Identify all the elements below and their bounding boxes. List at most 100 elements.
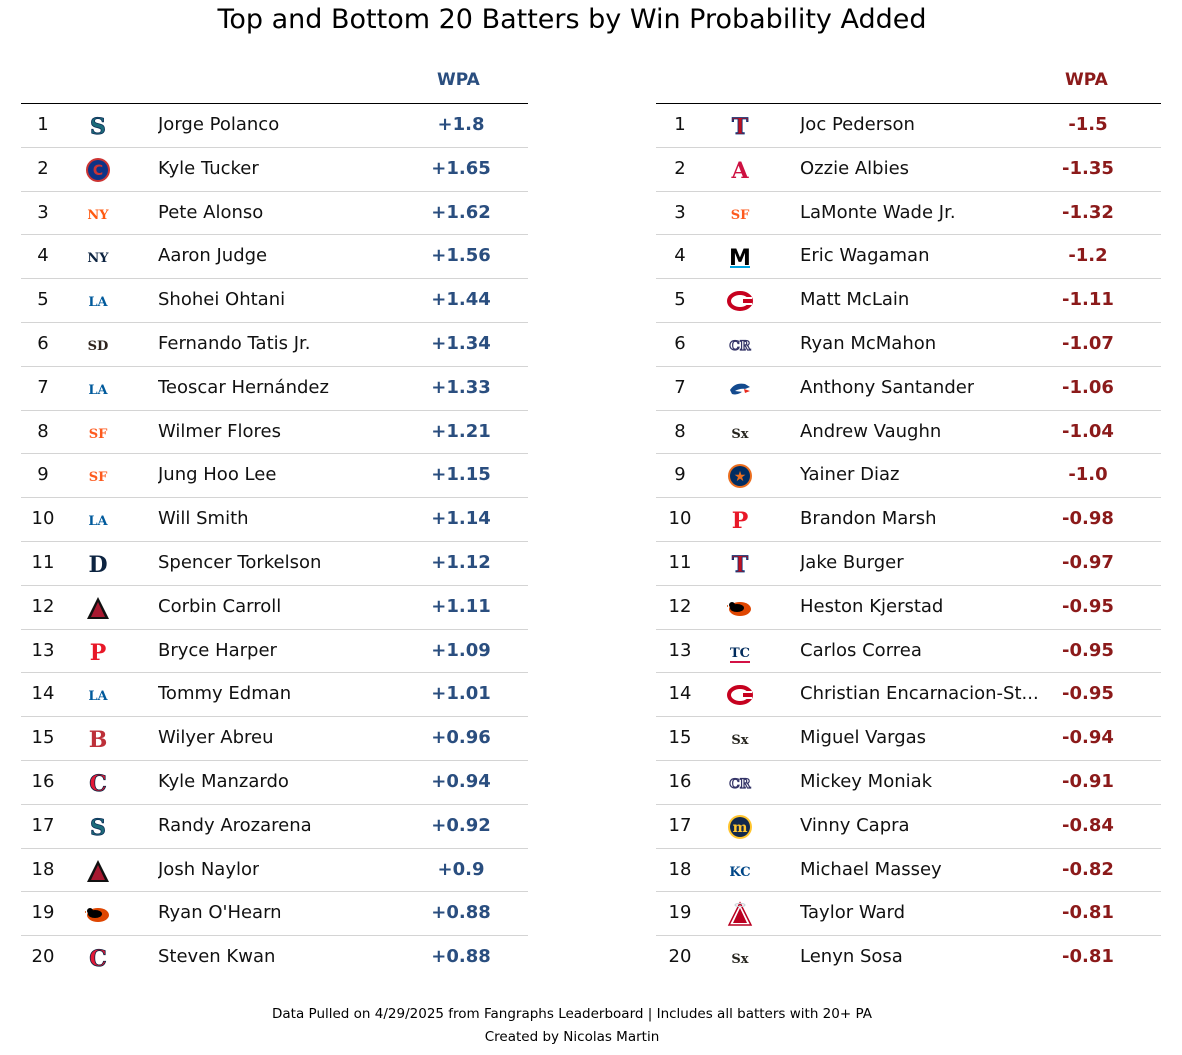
- player-name: Spencer Torkelson: [158, 551, 322, 573]
- team-logo-min-icon: TC: [730, 646, 750, 663]
- team-logo-ari-icon: [87, 859, 109, 882]
- rank-label: 5: [37, 289, 49, 311]
- svg-text:LA: LA: [88, 295, 108, 310]
- top-table-row: 1 S Jorge Polanco +1.8: [21, 104, 528, 148]
- top-table-row: 20 C Steven Kwan +0.88: [21, 936, 528, 979]
- top-table-row: 17 S Randy Arozarena +0.92: [21, 805, 528, 849]
- team-logo-mia-icon: M: [729, 246, 751, 270]
- wpa-value: +0.94: [431, 770, 491, 792]
- rank-label: 17: [31, 814, 55, 836]
- team-logo: LA: [85, 376, 111, 402]
- bottom-batters-table: WPA 1 T Joc Pederson -1.5 2 A Ozzie Albies -1.3…: [656, 60, 1161, 979]
- team-logo: TC: [727, 639, 753, 665]
- player-name: Anthony Santander: [800, 376, 975, 398]
- team-logo: LA: [85, 682, 111, 708]
- top-table-row: 5 LA Shohei Ohtani +1.44: [21, 279, 528, 323]
- team-logo: A: [727, 157, 753, 183]
- team-logo-tex-icon: T: [731, 114, 749, 139]
- bottom-table-header: WPA: [656, 60, 1161, 104]
- team-logo-sf-icon: SF: [89, 470, 108, 485]
- svg-text:CR: CR: [729, 777, 750, 792]
- team-logo-det-icon: D: [88, 552, 107, 577]
- rank-label: 19: [31, 902, 55, 924]
- bottom-table-row: 3 SF LaMonte Wade Jr. -1.32: [656, 192, 1161, 236]
- rank-label: 7: [674, 376, 686, 398]
- rank-label: 16: [31, 770, 55, 792]
- svg-text:NY: NY: [87, 251, 109, 266]
- team-logo: SF: [85, 463, 111, 489]
- player-name: Corbin Carroll: [158, 595, 282, 617]
- wpa-value: -0.91: [1062, 770, 1114, 792]
- team-logo-nyy-icon: NY: [87, 251, 109, 266]
- team-logo: P: [727, 507, 753, 533]
- top-table-row: 6 SD Fernando Tatis Jr. +1.34: [21, 323, 528, 367]
- bottom-table-row: 1 T Joc Pederson -1.5: [656, 104, 1161, 148]
- player-name: Wilmer Flores: [158, 420, 281, 442]
- team-logo-kc-icon: KC: [729, 865, 750, 880]
- rank-label: 17: [668, 814, 692, 836]
- rank-label: 20: [668, 946, 692, 968]
- rank-label: 15: [31, 727, 55, 749]
- player-name: Matt McLain: [800, 289, 910, 311]
- wpa-value: -1.04: [1062, 420, 1114, 442]
- player-name: Will Smith: [158, 508, 249, 530]
- team-logo: [85, 595, 111, 621]
- team-logo: C: [85, 770, 111, 796]
- rank-label: 15: [668, 727, 692, 749]
- svg-text:Sx: Sx: [731, 427, 748, 442]
- rank-label: 3: [37, 201, 49, 223]
- team-logo: P: [85, 639, 111, 665]
- top-table-row: 10 LA Will Smith +1.14: [21, 498, 528, 542]
- team-logo-cws-icon: Sx: [731, 427, 748, 442]
- player-name: Jorge Polanco: [158, 114, 280, 135]
- team-logo: LA: [85, 288, 111, 314]
- bottom-table-row: 7 Anthony Santander -1.06: [656, 367, 1161, 411]
- wpa-value: -0.81: [1062, 902, 1114, 924]
- svg-text:LA: LA: [88, 689, 108, 704]
- rank-label: 6: [674, 332, 686, 354]
- footer-source-note: Data Pulled on 4/29/2025 from Fangraphs …: [272, 1006, 872, 1022]
- wpa-value: -1.35: [1062, 157, 1114, 179]
- bottom-table-row: 5 Matt McLain -1.11: [656, 279, 1161, 323]
- team-logo-mil-icon: m: [728, 814, 752, 839]
- player-name: Joc Pederson: [800, 114, 915, 135]
- wpa-value: +1.14: [431, 508, 491, 530]
- svg-text:LA: LA: [88, 514, 108, 529]
- bottom-wpa-column-header: WPA: [1065, 70, 1108, 90]
- svg-text:Sx: Sx: [731, 952, 748, 967]
- top-table-row: 7 LA Teoscar Hernández +1.33: [21, 367, 528, 411]
- team-logo: B: [85, 726, 111, 752]
- player-name: Miguel Vargas: [800, 727, 927, 749]
- team-logo: LA: [85, 507, 111, 533]
- wpa-value: -1.0: [1068, 464, 1108, 486]
- player-name: Carlos Correa: [800, 639, 922, 661]
- wpa-value: -0.81: [1062, 946, 1114, 968]
- bottom-table-row: 4 M Eric Wagaman -1.2: [656, 235, 1161, 280]
- rank-label: 11: [668, 551, 692, 573]
- team-logo: KC: [727, 858, 753, 884]
- bottom-table-row: 19 Taylor Ward -0.81: [656, 892, 1161, 937]
- rank-label: 1: [37, 114, 49, 135]
- bottom-table-row: 8 Sx Andrew Vaughn -1.04: [656, 411, 1161, 455]
- rank-label: 11: [31, 551, 55, 573]
- player-name: Bryce Harper: [158, 639, 277, 661]
- team-logo-phi-icon: P: [90, 640, 107, 665]
- team-logo-tex-icon: T: [731, 552, 749, 577]
- top-wpa-column-header: WPA: [437, 70, 480, 90]
- rank-label: 9: [37, 464, 49, 486]
- top-table-row: 8 SF Wilmer Flores +1.21: [21, 411, 528, 455]
- wpa-value: +1.15: [431, 464, 491, 486]
- wpa-value: -0.97: [1062, 551, 1114, 573]
- player-name: Randy Arozarena: [158, 814, 312, 836]
- team-logo-cle-icon: C: [89, 946, 107, 971]
- team-logo-bal-icon: [727, 601, 751, 616]
- wpa-value: +1.21: [431, 420, 491, 442]
- rank-label: 2: [37, 157, 49, 179]
- team-logo-lad-icon: LA: [88, 689, 108, 704]
- player-name: LaMonte Wade Jr.: [800, 201, 956, 223]
- team-logo: SD: [85, 332, 111, 358]
- wpa-value: +0.88: [431, 902, 491, 924]
- top-table-row: 4 NY Aaron Judge +1.56: [21, 235, 528, 280]
- wpa-value: -1.06: [1062, 376, 1114, 398]
- team-logo-sea-icon: S: [90, 814, 107, 839]
